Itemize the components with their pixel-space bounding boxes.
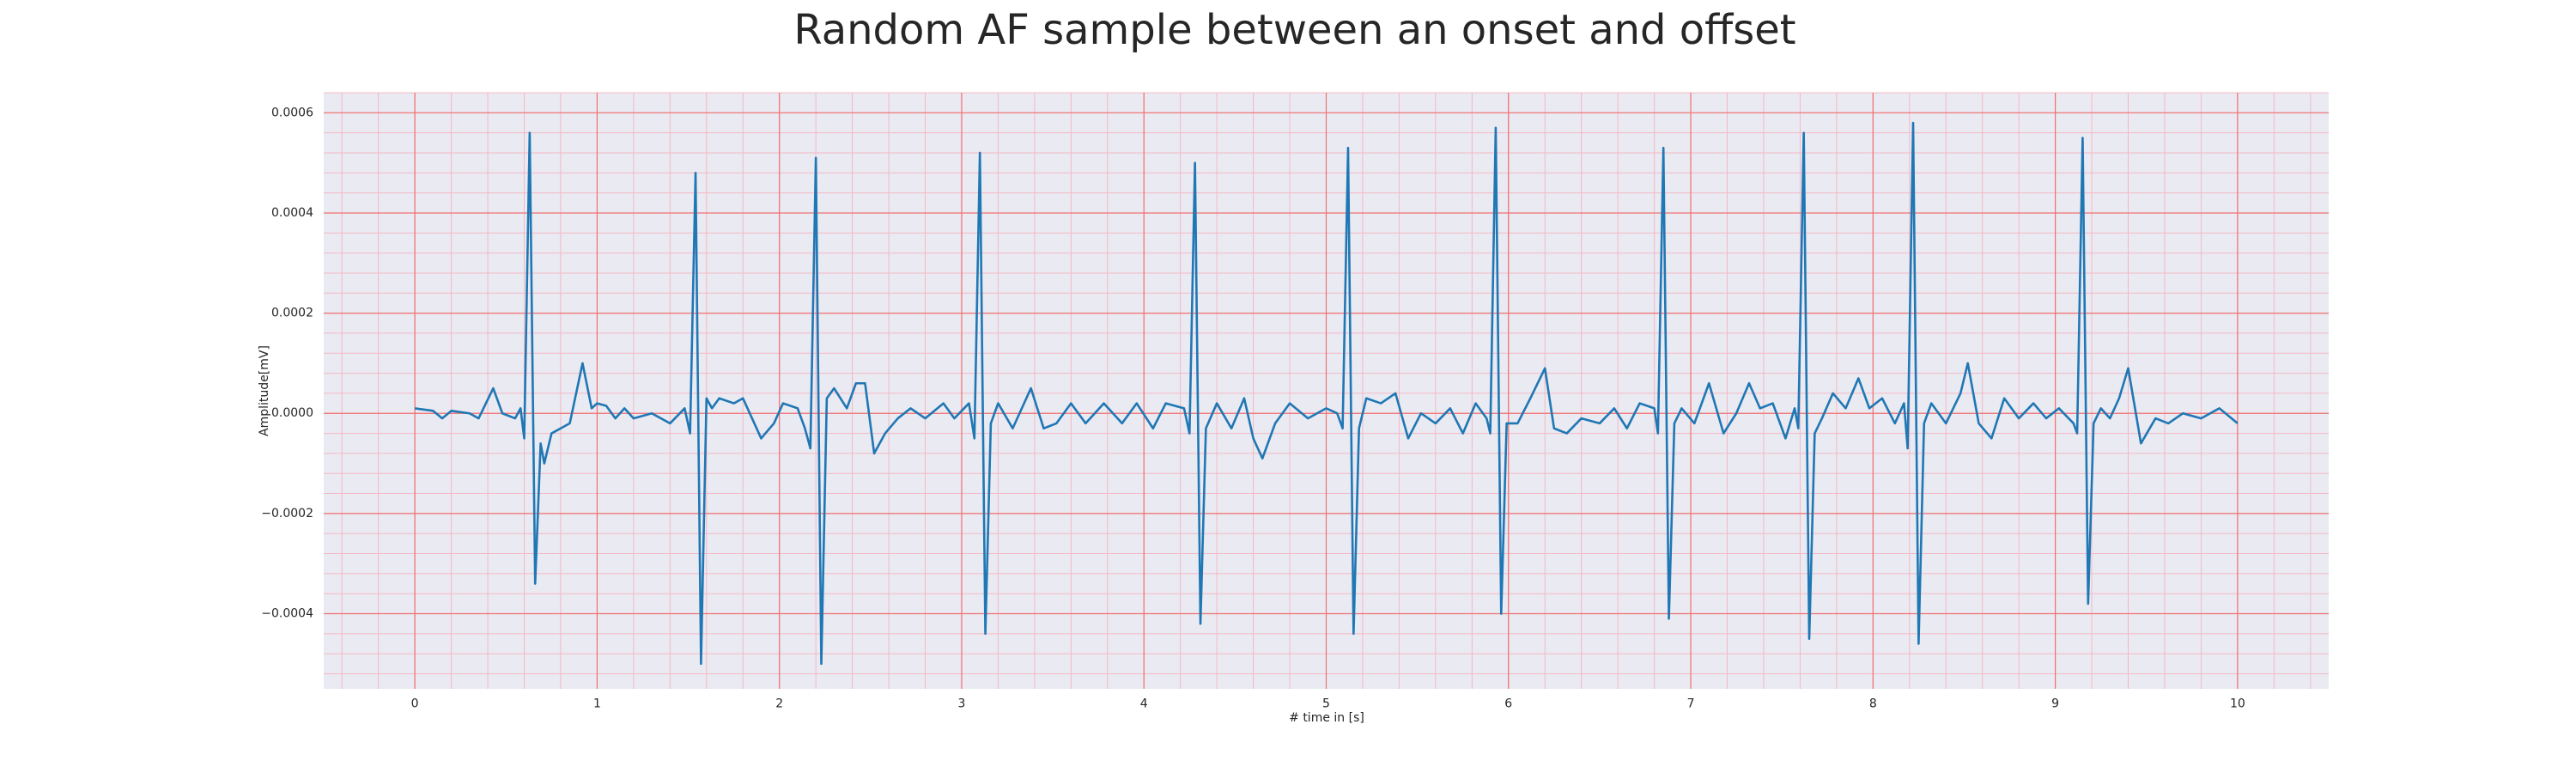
y-tick-label: 0.0004 (271, 206, 313, 220)
y-axis-label: Amplitude[mV] (258, 345, 271, 436)
x-tick-label: 8 (1869, 697, 1877, 711)
chart-title: Random AF sample between an onset and of… (793, 6, 1795, 54)
x-tick-label: 1 (593, 697, 601, 711)
x-tick-label: 3 (957, 697, 965, 711)
y-tick-label: 0.0000 (271, 406, 313, 420)
x-tick-label: 9 (2051, 697, 2059, 711)
x-axis-label: # time in [s] (1289, 711, 1364, 725)
x-tick-label: 2 (775, 697, 783, 711)
y-tick-label: −0.0004 (261, 607, 313, 621)
x-tick-label: 5 (1322, 697, 1330, 711)
x-tick-label: 4 (1140, 697, 1148, 711)
x-tick-label: 0 (411, 697, 419, 711)
x-tick-label: 7 (1687, 697, 1695, 711)
x-tick-label: 10 (2230, 697, 2245, 711)
y-tick-label: 0.0002 (271, 307, 313, 320)
plot-area (324, 92, 2329, 689)
y-tick-label: −0.0002 (261, 507, 313, 520)
x-tick-label: 6 (1504, 697, 1512, 711)
y-tick-label: 0.0006 (271, 106, 313, 119)
signal-line (414, 121, 2239, 666)
